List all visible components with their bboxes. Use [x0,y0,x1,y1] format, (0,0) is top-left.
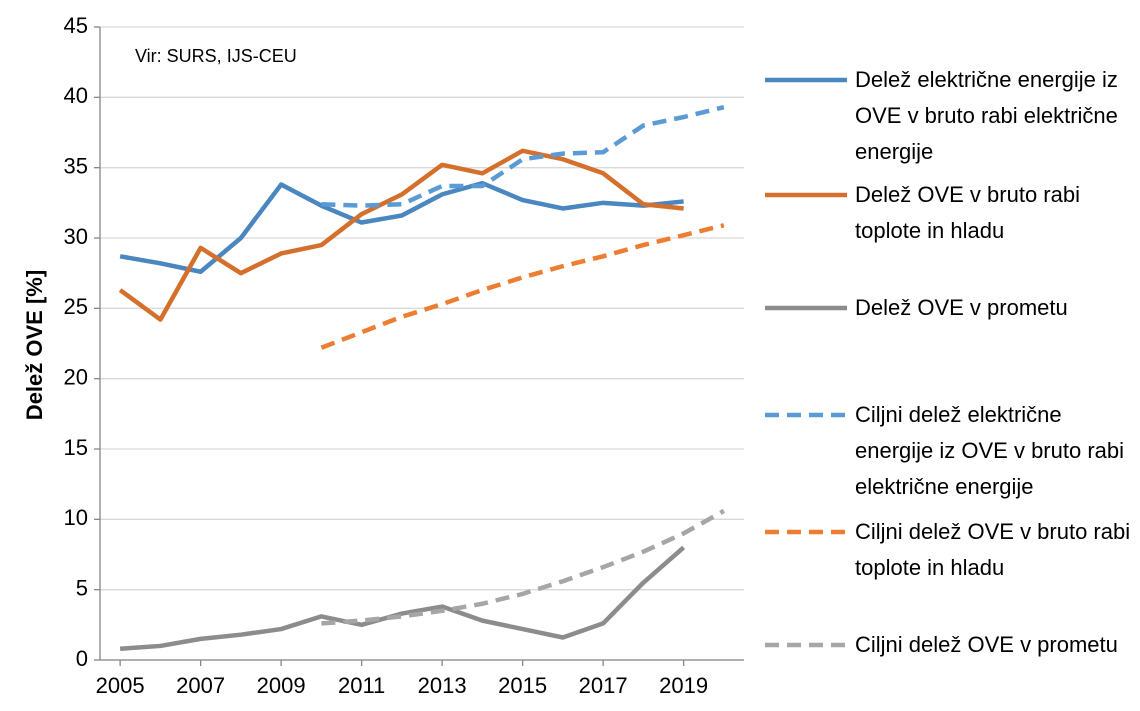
legend-item: Ciljni delež OVE v bruto rabi toplote in… [765,517,1140,586]
y-tick-label: 5 [76,575,88,600]
series-line [118,148,684,322]
legend-label: Ciljni delež električne energije iz OVE … [855,402,1125,499]
x-tick-label: 2019 [659,673,708,698]
legend-swatch [765,192,847,198]
y-tick-label: 35 [64,153,88,178]
series-line [320,223,725,350]
legend-label: Ciljni delež OVE v prometu [855,632,1118,657]
legend-swatch [765,529,847,535]
y-tick-label: 25 [64,294,88,319]
x-tick-label: 2005 [96,673,145,698]
x-tick-label: 2017 [579,673,628,698]
y-axis-label: Delež OVE [%] [22,270,47,420]
x-tick-label: 2011 [338,673,385,698]
y-tick-label: 15 [64,435,88,460]
y-tick-label: 20 [64,364,88,389]
chart: Vir: SURS, IJS-CEU Delež OVE [%] 0 5 10 15 2… [22,13,744,698]
legend-item: Delež električne energije iz OVE v bruto… [765,65,1140,170]
legend-label: Delež električne energije iz OVE v bruto… [855,67,1118,164]
legend-swatch [765,305,847,311]
legend-label: Ciljni delež OVE v bruto rabi toplote in… [855,519,1131,580]
legend-item: Ciljni delež OVE v prometu [765,630,1140,663]
x-tick-label: 2007 [176,673,225,698]
x-tick-label: 2013 [418,673,467,698]
y-tick-label: 0 [76,646,88,671]
annotation: Vir: SURS, IJS-CEU [135,46,297,66]
series-line [321,508,725,626]
legend-swatch [765,412,847,418]
x-tick-label: 2015 [498,673,547,698]
series-line [119,180,684,275]
series-line [321,104,725,208]
legend-item: Ciljni delež električne energije iz OVE … [765,400,1140,505]
legend-label: Delež OVE v bruto rabi toplote in hladu [855,182,1080,243]
x-tick-label: 2009 [257,673,306,698]
series-line [119,545,686,651]
y-tick-label: 40 [64,83,88,108]
legend-item: Delež OVE v bruto rabi toplote in hladu [765,180,1140,249]
y-tick-label: 45 [64,13,88,38]
y-tick-label: 10 [64,505,88,530]
legend-label: Delež OVE v prometu [855,295,1068,320]
y-tick-label: 30 [64,224,88,249]
legend-swatch [765,642,847,648]
legend-swatch [765,77,847,83]
legend-item: Delež OVE v prometu [765,293,1140,326]
